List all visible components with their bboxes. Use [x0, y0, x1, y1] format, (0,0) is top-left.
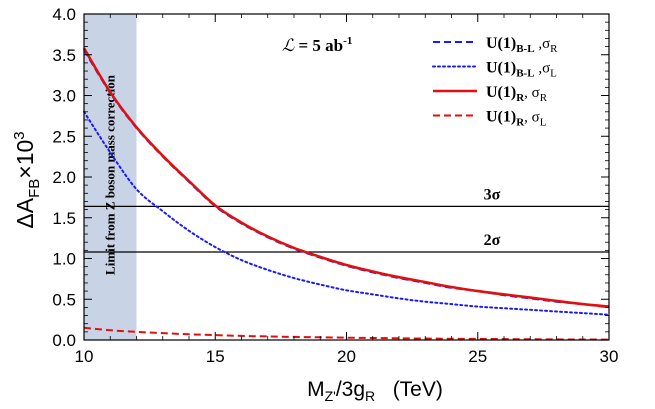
significance-lines: 3σ 2σ	[84, 186, 609, 253]
y-axis-ticks: 0.0 0.5 1.0 1.5 2.0 2.5 3.0 3.5 4.0	[52, 5, 609, 350]
legend-label-3: U(1)R, σL	[486, 109, 547, 129]
y-tick-label-6: 3.0	[52, 87, 76, 106]
y-label-main: ΔA	[12, 197, 38, 228]
series-line-1	[83, 110, 610, 316]
x-label-main: M	[307, 378, 325, 401]
luminosity-label: ℒ = 5 ab-1	[282, 35, 352, 55]
x-label-mid: /3g	[336, 378, 365, 401]
legend-label-2: U(1)R, σR	[486, 84, 548, 104]
y-tick-label-4: 2.0	[52, 168, 76, 187]
y-tick-label-2: 1.0	[52, 250, 76, 269]
y-axis-label: ΔAFB×103	[11, 131, 43, 228]
exclusion-band	[84, 14, 137, 340]
x-label-unit: (TeV)	[393, 378, 443, 401]
luminosity-symbol: ℒ	[282, 36, 295, 55]
series-line-2	[82, 47, 610, 308]
x-tick-label-2: 20	[337, 347, 356, 366]
legend-label-0: U(1)B-L ,σR	[486, 35, 558, 55]
x-axis-ticks: 10 15 20 25 30	[75, 14, 619, 366]
legend: U(1)B-L ,σR U(1)B-L ,σL U(1)R, σR U(1)R, σL	[432, 35, 558, 129]
y-label-suffix: ×10	[12, 140, 38, 179]
y-tick-label-3: 1.5	[52, 209, 76, 228]
sigma-label-0: 3σ	[484, 186, 501, 203]
sigma-label-1: 2σ	[484, 232, 501, 249]
y-tick-label-8: 4.0	[52, 5, 76, 24]
x-label-sub2: R	[365, 388, 375, 404]
x-tick-label-4: 30	[600, 347, 619, 366]
exclusion-band-label: Limit from Z boson mass correction	[102, 74, 117, 275]
legend-label-1: U(1)B-L ,σL	[486, 60, 557, 80]
x-tick-label-3: 25	[468, 347, 487, 366]
x-axis-label: MZ'/3gR (TeV)	[307, 378, 443, 404]
y-tick-label-0: 0.0	[52, 331, 76, 350]
luminosity-exponent: -1	[343, 35, 352, 47]
y-tick-label-1: 0.5	[52, 290, 76, 309]
luminosity-value: = 5 ab	[294, 36, 343, 55]
y-tick-label-5: 2.5	[52, 127, 76, 146]
series-group	[82, 47, 610, 341]
x-tick-label-0: 10	[75, 347, 94, 366]
y-label-sup: 3	[11, 131, 28, 139]
x-tick-label-1: 15	[206, 347, 225, 366]
x-label-sub: Z'	[325, 388, 336, 404]
y-label-sub: FB	[26, 179, 43, 198]
y-tick-label-7: 3.5	[52, 46, 76, 65]
